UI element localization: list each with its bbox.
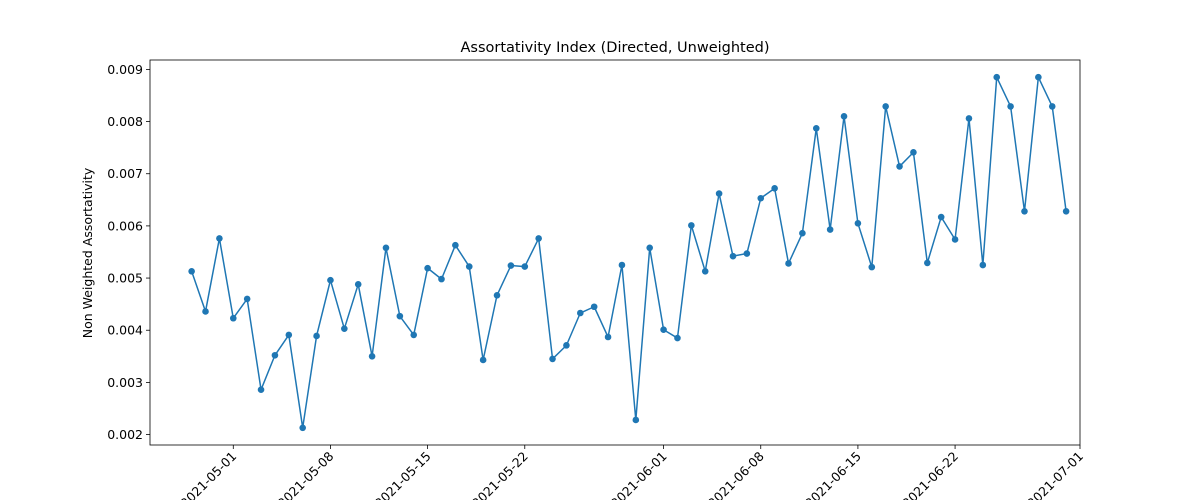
data-point [341, 325, 348, 332]
x-tick-label: 2021-06-01 [608, 449, 670, 500]
data-point [910, 149, 917, 156]
data-point [1035, 73, 1042, 81]
chart-title: Assortativity Index (Directed, Unweighte… [460, 40, 769, 56]
data-point [452, 241, 459, 249]
data-point [549, 355, 556, 363]
data-point [826, 226, 834, 233]
data-point [438, 275, 445, 283]
data-point [646, 244, 653, 252]
y-tick-label: 0.008 [107, 114, 143, 129]
data-point [1048, 103, 1056, 110]
x-tick-label: 2021-07-01 [1024, 449, 1086, 500]
y-tick-label: 0.002 [107, 427, 143, 442]
data-point [271, 351, 279, 359]
data-point [618, 261, 626, 269]
data-point [840, 113, 848, 120]
data-point [465, 263, 473, 270]
data-point [660, 326, 667, 334]
data-point [229, 314, 237, 322]
data-point [896, 163, 903, 170]
data-point [799, 229, 806, 237]
data-point [604, 333, 612, 341]
data-point [521, 263, 529, 270]
y-tick-label: 0.009 [107, 62, 143, 77]
x-tick-label: 2021-05-01 [177, 449, 239, 500]
data-point [993, 73, 1001, 81]
data-point [396, 312, 404, 320]
data-point [243, 295, 251, 303]
data-point [188, 267, 195, 275]
y-tick-label: 0.004 [107, 323, 143, 338]
data-point [757, 194, 765, 202]
data-point [590, 303, 598, 311]
data-point [327, 276, 334, 284]
plot-area [188, 73, 1070, 432]
data-point [507, 262, 515, 269]
x-tick-label: 2021-05-08 [275, 448, 337, 500]
data-point [854, 219, 862, 227]
data-point [729, 252, 737, 260]
y-tick-label: 0.006 [107, 218, 143, 233]
data-point [882, 103, 889, 110]
data-point [951, 236, 959, 243]
x-tick-label: 2021-05-15 [372, 449, 434, 500]
data-point [715, 190, 723, 197]
x-tick-label: 2021-05-22 [469, 449, 531, 500]
data-point [924, 259, 931, 267]
data-point [285, 331, 293, 339]
data-point [216, 235, 223, 242]
data-point [368, 353, 376, 360]
data-point [812, 125, 820, 132]
data-point [1062, 207, 1070, 215]
data-point [313, 332, 320, 340]
data-point [743, 250, 751, 257]
data-point [1007, 103, 1014, 110]
data-point [674, 334, 681, 342]
y-tick-label: 0.007 [107, 166, 143, 181]
axes: 0.002 0.003 0.004 0.005 0.006 0.007 0.008 0.009… [107, 59, 1086, 500]
data-point [354, 281, 362, 288]
data-point [424, 264, 431, 272]
data-point [785, 260, 792, 267]
data-point [701, 267, 709, 275]
x-tick-label: 2021-06-22 [899, 449, 961, 500]
data-point [493, 291, 501, 299]
data-point [577, 309, 584, 317]
x-tick-label: 2021-06-15 [802, 449, 864, 500]
data-point [868, 263, 876, 271]
x-tick-label: 2021-06-08 [705, 448, 767, 500]
y-tick-label: 0.005 [107, 271, 143, 286]
data-point [979, 261, 987, 269]
data-point [410, 331, 418, 339]
data-point [299, 424, 306, 432]
data-point [535, 235, 542, 242]
data-point [382, 244, 390, 252]
data-point [937, 213, 945, 221]
data-point [202, 308, 209, 315]
data-point [479, 356, 487, 364]
data-point [1021, 207, 1028, 215]
data-point [771, 185, 778, 192]
data-point [563, 342, 570, 349]
data-point [257, 386, 265, 394]
series-line [190, 76, 1067, 429]
data-point [688, 222, 695, 229]
data-point [965, 115, 973, 122]
y-tick-label: 0.003 [107, 375, 143, 390]
y-axis-label: Non Weighted Assortativity [80, 167, 95, 338]
data-point [632, 416, 640, 424]
plot-frame [149, 59, 1081, 446]
